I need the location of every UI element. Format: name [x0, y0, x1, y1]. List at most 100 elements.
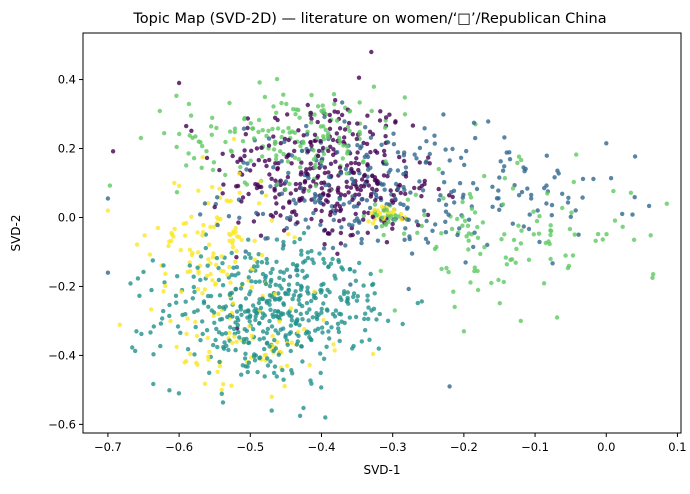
data-point: [334, 208, 339, 213]
data-point: [217, 186, 222, 191]
data-point: [221, 305, 226, 310]
data-point: [402, 95, 407, 100]
data-point: [211, 160, 217, 165]
data-point: [266, 128, 271, 133]
data-point: [522, 169, 527, 174]
data-point: [290, 296, 295, 302]
data-point: [544, 201, 549, 206]
data-point: [305, 171, 310, 177]
data-point: [233, 273, 238, 278]
data-point: [243, 132, 248, 137]
data-point: [405, 197, 411, 202]
data-point: [548, 256, 553, 262]
data-point: [323, 293, 328, 299]
data-point: [259, 260, 265, 265]
data-point: [220, 261, 225, 266]
data-point: [245, 161, 250, 166]
data-point: [200, 155, 205, 160]
data-point: [322, 170, 328, 176]
data-point: [190, 250, 195, 256]
data-point: [262, 158, 268, 164]
data-point: [198, 277, 203, 283]
data-point: [252, 358, 258, 363]
data-point: [167, 302, 172, 308]
data-point: [284, 363, 290, 368]
data-point: [461, 329, 467, 334]
data-point: [466, 247, 471, 252]
data-point: [267, 157, 272, 163]
data-point: [205, 335, 210, 341]
data-point: [387, 202, 392, 207]
data-point: [211, 251, 216, 256]
data-point: [309, 337, 314, 343]
data-point: [178, 330, 183, 335]
data-point: [268, 359, 273, 364]
data-point: [191, 284, 196, 290]
data-point: [322, 165, 328, 170]
data-point: [189, 128, 194, 133]
data-point: [258, 233, 264, 238]
data-point: [368, 271, 373, 277]
data-point: [489, 280, 494, 286]
data-point: [646, 203, 652, 209]
data-point: [219, 316, 225, 322]
data-point: [349, 176, 355, 182]
data-point: [580, 195, 585, 200]
data-point: [202, 287, 208, 292]
data-point: [338, 230, 344, 236]
data-point: [472, 210, 478, 215]
data-point: [234, 309, 240, 314]
data-point: [257, 80, 262, 85]
data-point: [241, 126, 247, 131]
data-point: [361, 213, 366, 219]
data-point: [200, 143, 205, 149]
data-point: [257, 279, 262, 284]
data-point: [217, 359, 222, 365]
data-point: [210, 255, 216, 260]
data-point: [367, 205, 373, 211]
data-point: [515, 160, 520, 166]
data-point: [142, 233, 147, 238]
data-point: [207, 242, 212, 247]
data-point: [321, 191, 326, 196]
data-point: [242, 153, 247, 159]
data-point: [265, 236, 270, 241]
data-point: [399, 217, 404, 222]
data-point: [168, 318, 173, 324]
data-point: [117, 322, 123, 327]
data-point: [287, 181, 292, 187]
data-point: [176, 391, 182, 396]
data-point: [286, 125, 291, 131]
data-point: [482, 245, 487, 250]
data-point: [278, 141, 283, 146]
data-point: [277, 275, 282, 281]
data-point: [299, 186, 304, 191]
data-point: [221, 182, 226, 187]
data-point: [282, 139, 287, 144]
data-point: [218, 216, 223, 222]
data-point: [158, 343, 163, 349]
data-point: [388, 213, 394, 219]
data-point: [297, 196, 302, 202]
data-point: [284, 154, 289, 160]
data-point: [198, 338, 203, 343]
data-point: [299, 344, 304, 349]
data-point: [379, 142, 384, 147]
data-point: [414, 219, 419, 224]
data-point: [299, 248, 304, 253]
data-point: [363, 328, 368, 333]
data-point: [264, 330, 270, 336]
data-point: [247, 319, 252, 324]
data-point: [321, 124, 326, 129]
data-point: [494, 196, 500, 201]
data-point: [373, 198, 378, 203]
data-point: [267, 344, 272, 349]
data-point: [196, 139, 201, 144]
data-point: [251, 327, 256, 332]
data-point: [369, 49, 374, 55]
data-point: [201, 299, 207, 304]
data-point: [273, 210, 279, 215]
data-point: [258, 305, 264, 311]
data-point: [330, 228, 335, 233]
data-point: [179, 289, 184, 294]
